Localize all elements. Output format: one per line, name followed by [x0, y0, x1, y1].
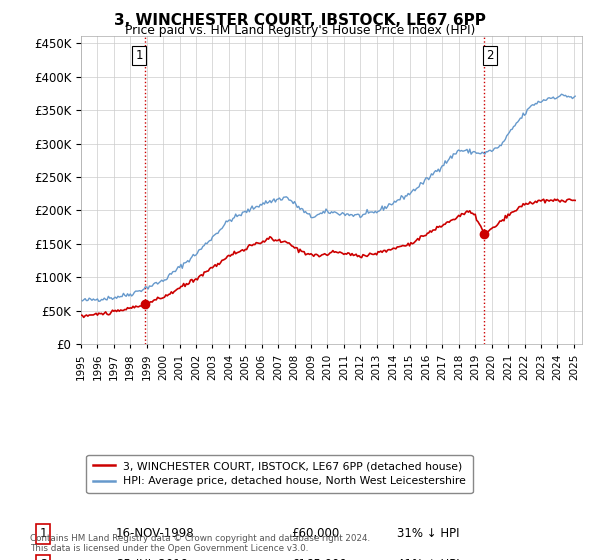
Text: 2: 2 [40, 558, 47, 560]
Text: 25-JUL-2019: 25-JUL-2019 [116, 558, 188, 560]
Legend: 3, WINCHESTER COURT, IBSTOCK, LE67 6PP (detached house), HPI: Average price, det: 3, WINCHESTER COURT, IBSTOCK, LE67 6PP (… [86, 455, 473, 493]
Text: £60,000: £60,000 [292, 528, 340, 540]
Text: 31% ↓ HPI: 31% ↓ HPI [397, 528, 459, 540]
Text: 1: 1 [40, 528, 47, 540]
Text: 3, WINCHESTER COURT, IBSTOCK, LE67 6PP: 3, WINCHESTER COURT, IBSTOCK, LE67 6PP [114, 13, 486, 28]
Text: £165,000: £165,000 [292, 558, 347, 560]
Text: 41% ↓ HPI: 41% ↓ HPI [397, 558, 459, 560]
Text: 16-NOV-1998: 16-NOV-1998 [116, 528, 194, 540]
Text: 1: 1 [135, 49, 143, 62]
Text: Price paid vs. HM Land Registry's House Price Index (HPI): Price paid vs. HM Land Registry's House … [125, 24, 475, 37]
Text: 2: 2 [486, 49, 494, 62]
Text: Contains HM Land Registry data © Crown copyright and database right 2024.
This d: Contains HM Land Registry data © Crown c… [30, 534, 370, 553]
